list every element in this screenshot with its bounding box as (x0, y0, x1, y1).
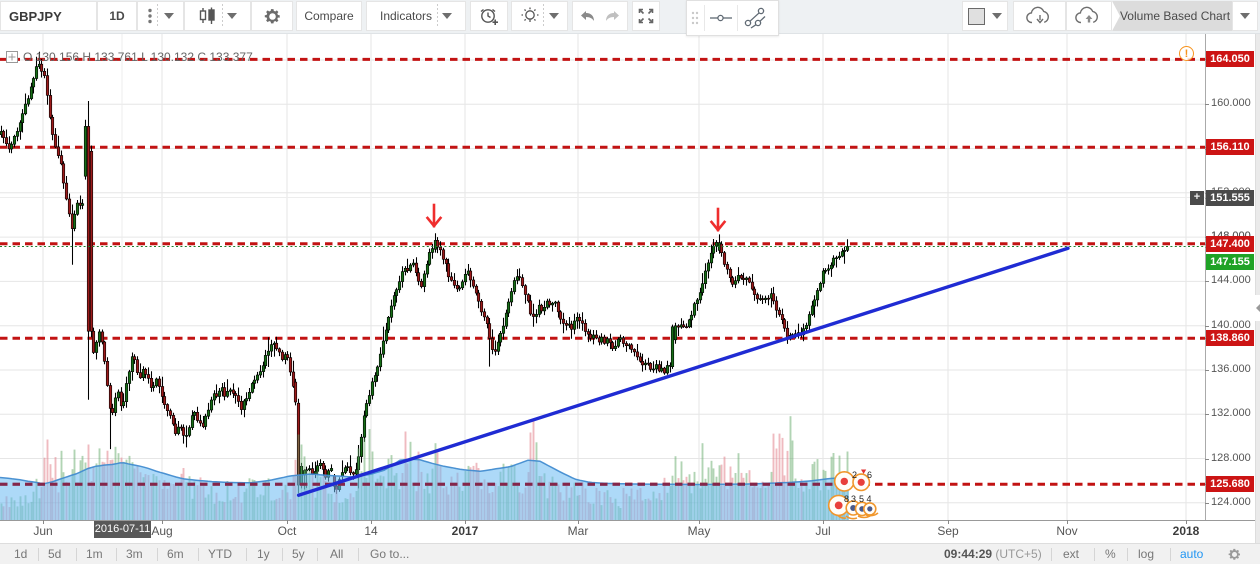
svg-text:6: 6 (867, 470, 872, 480)
svg-text:O 130.156 H 133.761 L 130.132: O 130.156 H 133.761 L 130.132 C 133.377 (23, 50, 253, 64)
svg-text:8: 8 (844, 494, 849, 504)
svg-text:2: 2 (852, 470, 857, 480)
svg-text:3: 3 (851, 494, 856, 504)
svg-text:4: 4 (867, 494, 872, 504)
svg-text:5: 5 (859, 494, 864, 504)
